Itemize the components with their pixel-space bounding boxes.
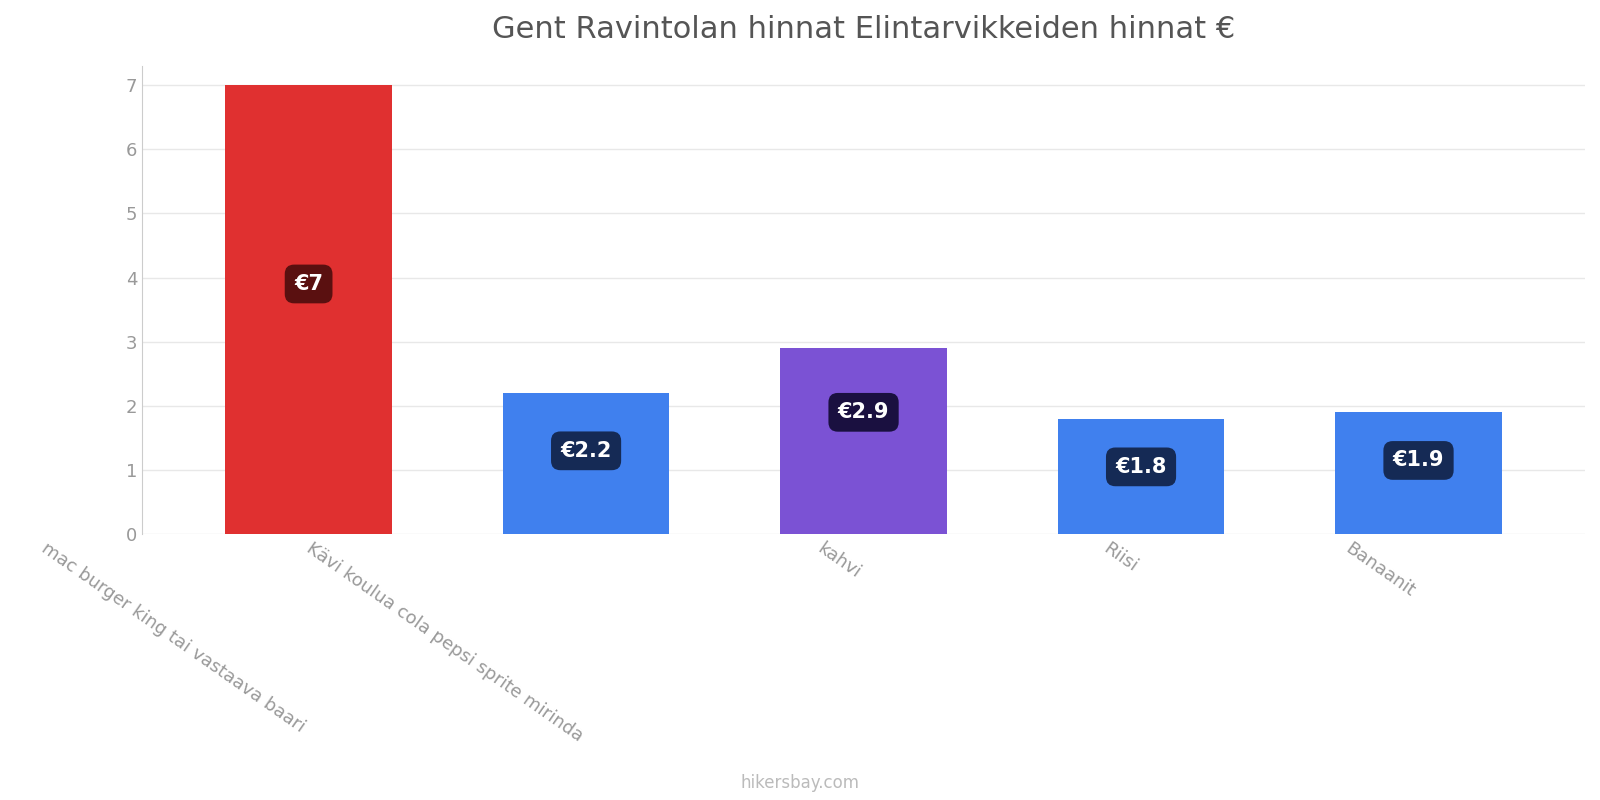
Text: €2.9: €2.9 [838, 402, 890, 422]
Bar [1336, 412, 1502, 534]
Text: €7: €7 [294, 274, 323, 294]
Text: €1.9: €1.9 [1392, 450, 1445, 470]
Bar [781, 348, 947, 534]
Text: hikersbay.com: hikersbay.com [741, 774, 859, 792]
Text: €2.2: €2.2 [560, 441, 611, 461]
Bar [502, 393, 669, 534]
Bar [226, 85, 392, 534]
Title: Gent Ravintolan hinnat Elintarvikkeiden hinnat €: Gent Ravintolan hinnat Elintarvikkeiden … [491, 15, 1235, 44]
Text: €1.8: €1.8 [1115, 457, 1166, 477]
Bar [1058, 418, 1224, 534]
